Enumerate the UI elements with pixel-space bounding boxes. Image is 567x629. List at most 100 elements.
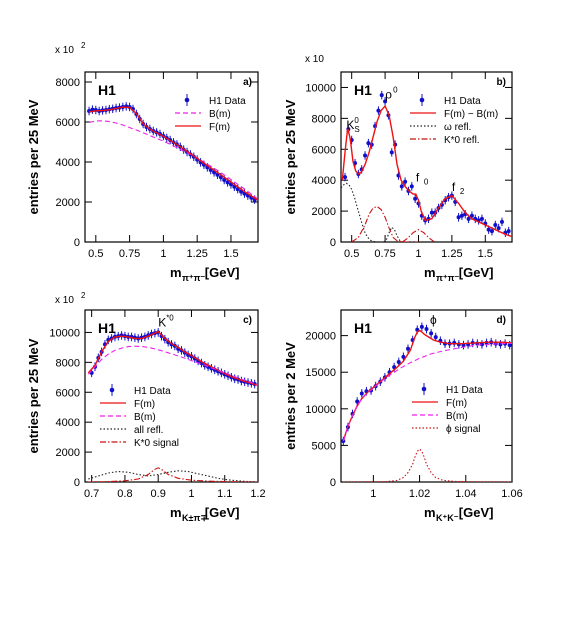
legend-entry: ω refl. — [444, 122, 471, 133]
scale-exponent: 2 — [81, 291, 86, 300]
plot-area — [87, 102, 258, 204]
legend-marker — [184, 97, 190, 103]
annotation: ρ — [385, 87, 392, 101]
x-axis-label-unit: [GeV] — [205, 505, 240, 520]
legend-entry: F(m) — [446, 398, 467, 409]
x-tick-label: 0.5 — [344, 248, 359, 260]
x-tick-label: 1.04 — [455, 488, 476, 500]
annotation: f — [452, 180, 456, 194]
x-tick-label: 1 — [160, 248, 166, 260]
x-tick-label: 1 — [188, 488, 194, 500]
data-point — [424, 327, 429, 332]
x-axis-label: m — [170, 265, 182, 280]
data-point — [366, 141, 371, 146]
experiment-tag: H1 — [354, 320, 372, 336]
series-line-all-refl- — [88, 470, 258, 482]
data-point — [433, 335, 438, 340]
x-tick-label: 1.2 — [250, 488, 265, 500]
x-tick-label: 0.8 — [117, 488, 132, 500]
series-line-k-0-signal — [88, 467, 258, 482]
legend-entry: H1 Data — [446, 385, 483, 396]
data-point — [359, 391, 364, 396]
y-tick-label: 4000 — [312, 175, 336, 187]
x-tick-label: 1 — [415, 248, 421, 260]
x-axis-label-sub: π⁺π⁻ — [182, 273, 206, 283]
x-tick-label: 1.25 — [441, 248, 462, 260]
series-line-f-m-b-m- — [341, 104, 512, 238]
y-tick-label: 8000 — [312, 113, 336, 125]
y-tick-label: 5000 — [312, 440, 336, 452]
x-axis-label-sub: K±π∓ — [182, 513, 208, 523]
y-axis-label: entries per 2 MeV — [283, 342, 298, 450]
plot-frame — [340, 71, 513, 243]
y-tick-label: 0 — [74, 237, 80, 249]
x-tick-label: 0.7 — [84, 488, 99, 500]
y-tick-label: 4000 — [56, 157, 80, 169]
panel-label: d) — [497, 315, 506, 326]
plot-area — [87, 328, 258, 482]
data-point — [343, 175, 348, 180]
scale-exponent: 2 — [81, 41, 86, 50]
y-tick-label: 15000 — [305, 367, 336, 379]
data-point — [403, 179, 408, 184]
legend-entry: F(m) — [209, 122, 230, 133]
legend-entry: B(m) — [134, 412, 156, 423]
data-point — [429, 331, 434, 336]
series-line-k-0-refl- — [351, 205, 419, 242]
y-tick-label: 0 — [74, 477, 80, 489]
annotation-sup: 0 — [354, 116, 359, 125]
x-tick-label: 1 — [370, 488, 376, 500]
y-axis-label: entries per 25 MeV — [26, 99, 41, 214]
x-tick-label: 0.75 — [374, 248, 395, 260]
legend-entry: F(m) − B(m) — [444, 109, 498, 120]
legend-entry: B(m) — [446, 411, 468, 422]
x-axis-label-sub: π⁺π⁻ — [436, 273, 460, 283]
y-tick-label: 0 — [330, 477, 336, 489]
data-point — [355, 399, 360, 404]
legend-marker — [419, 97, 425, 103]
x-tick-label: 1.1 — [217, 488, 232, 500]
x-axis-label-unit: [GeV] — [459, 505, 494, 520]
data-point — [406, 346, 411, 351]
data-point — [225, 180, 230, 185]
x-tick-label: 1.5 — [223, 248, 238, 260]
x-axis-label: m — [424, 265, 436, 280]
legend-entry: K*0 signal — [134, 438, 179, 449]
legend-entry: K*0 refl. — [444, 135, 480, 146]
data-point — [499, 219, 504, 224]
y-axis-label: entries per 25 MeV — [283, 99, 298, 214]
y-tick-label: 8000 — [56, 357, 80, 369]
y-tick-label: 0 — [330, 237, 336, 249]
panel-d: 1 1.02 1.04 1.06 0 5000 10000 15000 20000 entries… — [283, 309, 523, 523]
series-line-f-m- — [87, 330, 258, 387]
data-point — [466, 216, 471, 221]
data-point — [496, 226, 501, 231]
data-point — [429, 210, 434, 215]
scale-factor: x 10 — [55, 45, 74, 56]
legend-entry: ϕ signal — [446, 424, 481, 435]
series-line-f-m- — [88, 106, 258, 201]
series-line--refl- — [341, 182, 384, 242]
data-point — [396, 359, 401, 364]
data-point — [379, 93, 384, 98]
plot-frame — [84, 71, 259, 243]
plot-area — [341, 90, 512, 242]
scale-factor: x 10 — [55, 295, 74, 306]
y-tick-label: 10000 — [49, 327, 80, 339]
x-tick-label: 0.9 — [151, 488, 166, 500]
data-point — [383, 99, 388, 104]
data-point — [507, 343, 512, 348]
series-line-k-0-refl-2- — [402, 228, 435, 242]
y-tick-label: 6000 — [312, 144, 336, 156]
legend-entry: H1 Data — [209, 96, 246, 107]
plot-frame — [340, 309, 513, 483]
legend-entry: H1 Data — [134, 386, 171, 397]
annotation-sub: 2 — [460, 187, 465, 196]
y-tick-label: 6000 — [56, 387, 80, 399]
annotation-sup: 0 — [393, 85, 398, 94]
annotation: ϕ — [430, 313, 437, 327]
y-tick-label: 2000 — [56, 447, 80, 459]
x-tick-label: 1.5 — [478, 248, 493, 260]
legend-entry: B(m) — [209, 109, 231, 120]
